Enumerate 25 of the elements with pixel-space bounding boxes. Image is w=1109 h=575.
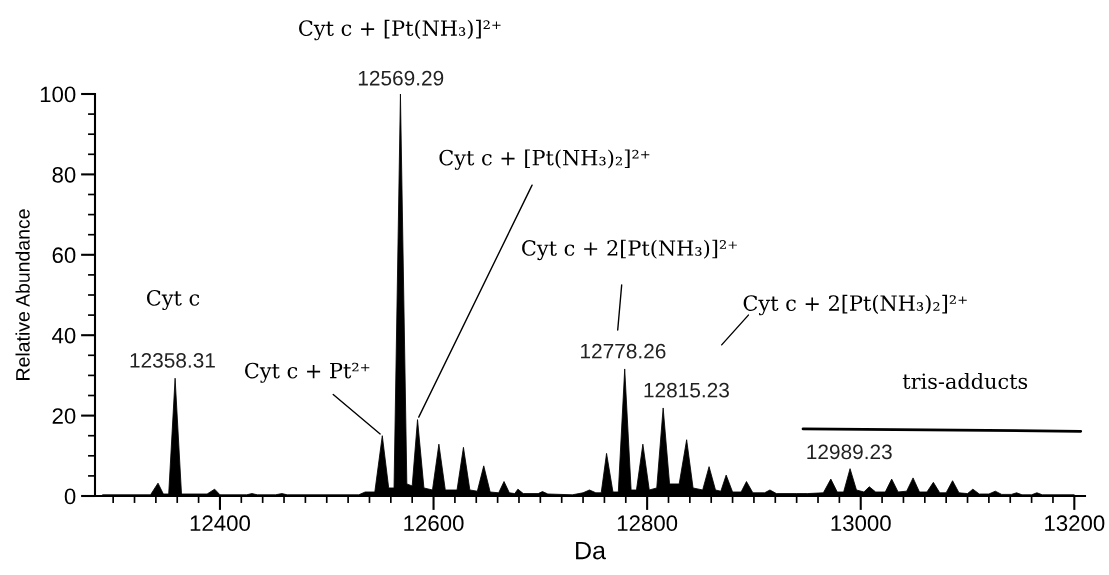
annotation: Cyt c + [Pt(NH₃)₂]²⁺: [439, 149, 650, 170]
x-tick-label: 13000: [831, 515, 891, 532]
x-tick-label: 12800: [617, 515, 678, 532]
y-tick-label: 20: [52, 408, 76, 424]
annotation: 12778.26: [581, 343, 666, 359]
y-tick-label: 40: [52, 327, 76, 344]
x-axis-title: Da: [576, 541, 606, 560]
x-tick-label: 12600: [404, 515, 464, 532]
y-tick-label: 80: [52, 166, 76, 183]
annotation: 12569.29: [358, 70, 444, 86]
text: Cyt c + [Pt(NH₃)]²⁺: [299, 19, 501, 41]
x-tick-label: 12400: [190, 515, 250, 532]
y-tick-label: 0: [64, 488, 76, 505]
y-tick-label: 100: [40, 86, 76, 103]
annotation: Cyt c + 2[Pt(NH₃)₂]²⁺: [743, 294, 967, 316]
annotation: 12815.23: [644, 382, 729, 398]
annotation: 12989.23: [807, 444, 892, 460]
annotation: Cyt c + 2[Pt(NH₃)]²⁺: [522, 239, 737, 261]
annotation: Cyt c: [146, 289, 200, 311]
y-axis-title: Relative Abundance: [15, 209, 30, 380]
annotation: tris-adducts: [902, 372, 1028, 390]
annotation: Cyt c + Pt²⁺: [245, 362, 370, 383]
y-tick-label: 60: [52, 247, 76, 264]
annotation: 12358.31: [130, 353, 215, 368]
x-tick-label: 13200: [1045, 515, 1105, 532]
